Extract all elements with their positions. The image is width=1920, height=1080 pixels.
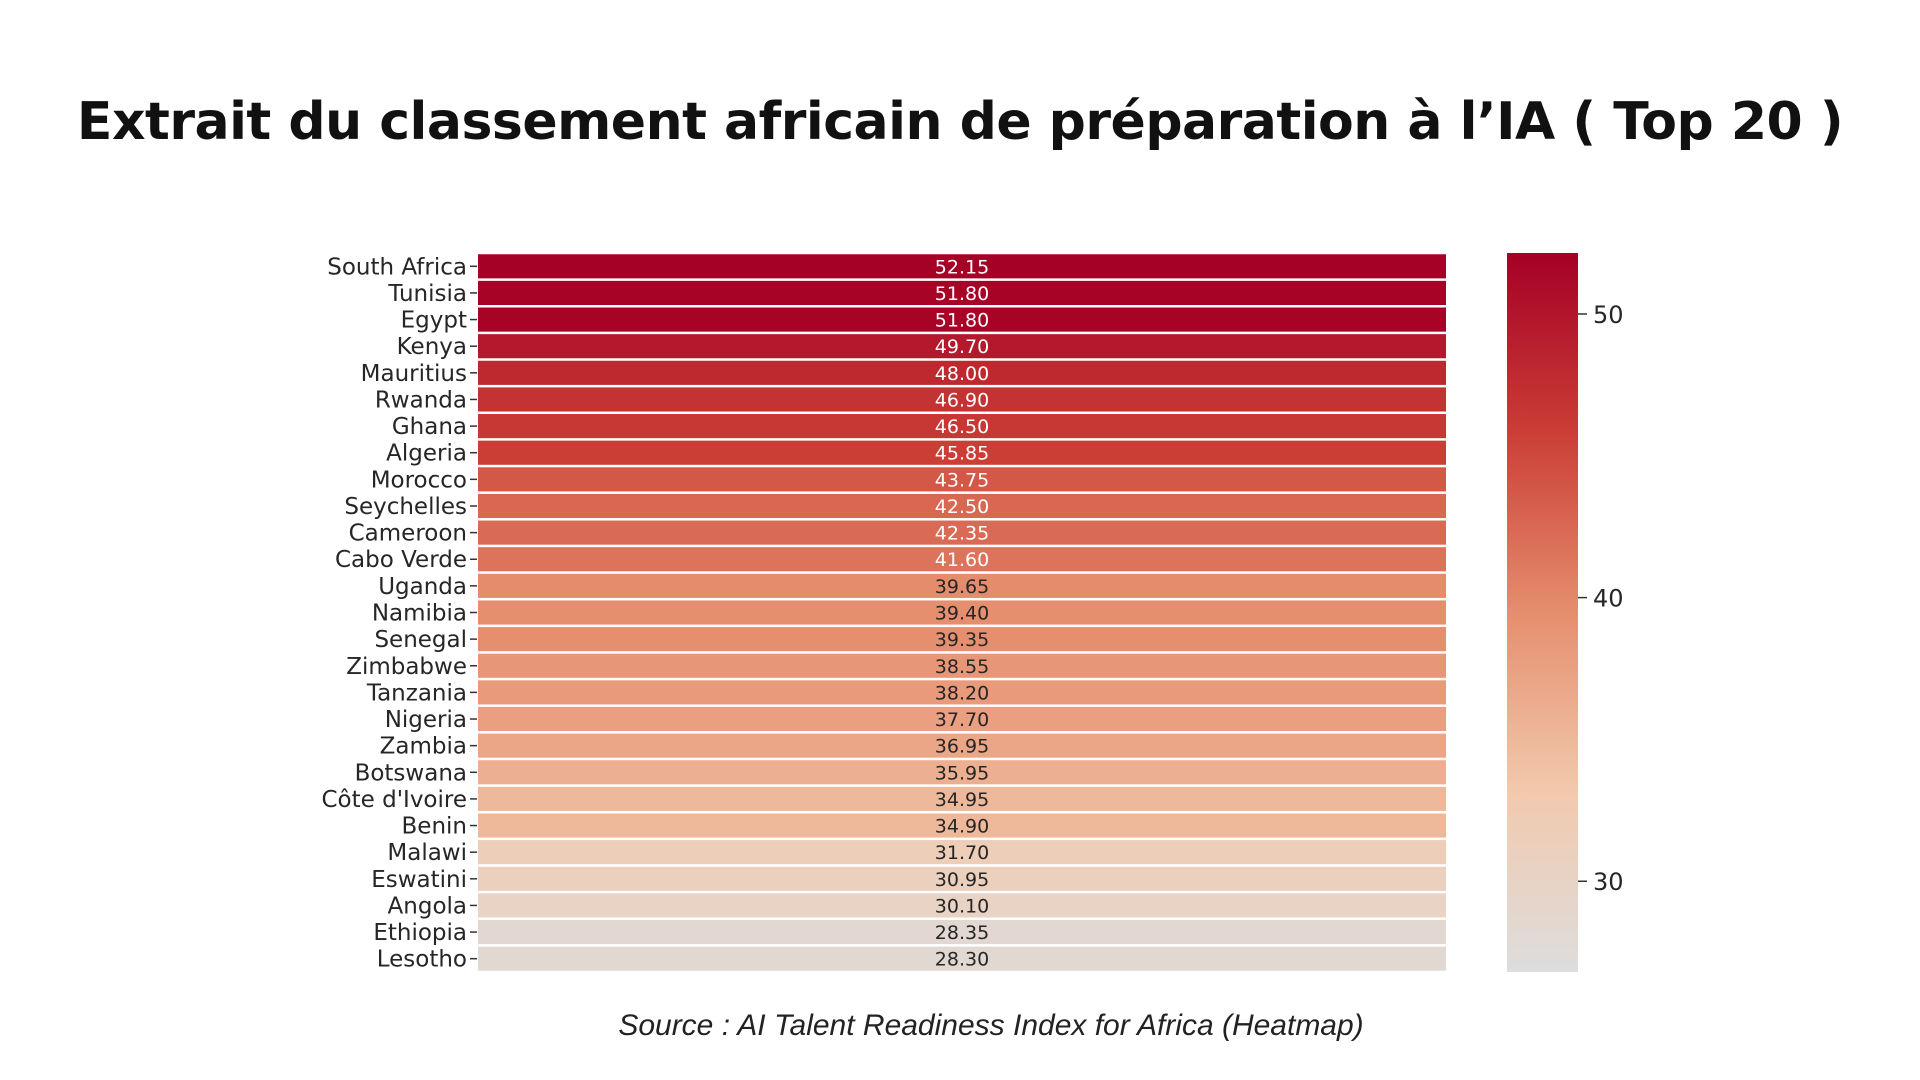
- heatmap-cell: [478, 467, 1446, 492]
- cell-value-label: 46.50: [935, 416, 989, 438]
- cell-value-label: 39.40: [935, 603, 989, 625]
- country-tick-label: Senegal: [374, 627, 467, 653]
- cell-value-label: 39.35: [935, 629, 989, 651]
- colorbar-tick-label: 30: [1593, 868, 1624, 896]
- heatmap-cell: [478, 360, 1446, 385]
- country-tick-label: Rwanda: [375, 387, 467, 413]
- heatmap-cell: [478, 414, 1446, 439]
- country-tick-label: Zambia: [380, 734, 467, 760]
- country-tick-label: Eswatini: [371, 867, 467, 893]
- cell-value-label: 42.50: [935, 496, 989, 518]
- cell-value-label: 52.15: [935, 256, 989, 278]
- country-tick-label: Seychelles: [344, 494, 467, 520]
- cell-value-label: 39.65: [935, 576, 989, 598]
- country-tick-label: Tanzania: [366, 680, 467, 706]
- heatmap-cell: [478, 733, 1446, 758]
- country-tick-label: Uganda: [378, 574, 467, 600]
- country-tick-label: Kenya: [397, 334, 467, 360]
- heatmap-cell: [478, 893, 1446, 918]
- colorbar-tick-label: 50: [1593, 301, 1624, 329]
- heatmap-chart: 52.15 South Africa 51.80 Tunisia 51.80 Egypt 4…: [322, 253, 1624, 973]
- heatmap-cell: [478, 387, 1446, 412]
- cell-value-label: 51.80: [935, 283, 989, 305]
- country-tick-label: Ethiopia: [373, 920, 467, 946]
- cell-value-label: 46.90: [935, 389, 989, 411]
- heatmap-cell: [478, 280, 1446, 306]
- country-tick-label: Ghana: [392, 414, 467, 440]
- heatmap-cell: [478, 334, 1446, 359]
- cell-value-label: 43.75: [935, 469, 989, 491]
- heatmap-cell: [478, 840, 1446, 865]
- cell-value-label: 45.85: [935, 443, 989, 465]
- cell-value-label: 35.95: [935, 762, 989, 784]
- country-tick-label: Benin: [402, 814, 467, 840]
- heatmap-cell: [478, 493, 1446, 519]
- cell-value-label: 38.55: [935, 656, 989, 678]
- cell-value-label: 28.35: [935, 922, 989, 944]
- cell-value-label: 51.80: [935, 310, 989, 332]
- cell-value-label: 37.70: [935, 709, 989, 731]
- country-tick-label: Morocco: [371, 467, 467, 493]
- heatmap-cell: [478, 706, 1446, 732]
- country-tick-label: Tunisia: [387, 281, 467, 307]
- country-tick-label: Côte d'Ivoire: [322, 787, 468, 813]
- heatmap-cell: [478, 946, 1446, 971]
- heatmap-cell: [478, 440, 1446, 465]
- heatmap-cell: [478, 866, 1446, 891]
- heatmap-cell: [478, 786, 1446, 811]
- country-tick-label: Malawi: [387, 840, 467, 866]
- country-tick-label: Botswana: [355, 760, 467, 786]
- heatmap-cell: [478, 573, 1446, 598]
- heatmap-cell: [478, 547, 1446, 572]
- colorbar: 30 40 50: [1507, 253, 1624, 972]
- country-tick-label: Lesotho: [377, 947, 467, 973]
- heatmap-cell: [478, 600, 1446, 625]
- country-tick-label: Cameroon: [349, 521, 467, 547]
- cell-value-label: 49.70: [935, 336, 989, 358]
- heatmap-cell: [478, 680, 1446, 705]
- country-tick-label: Nigeria: [385, 707, 467, 733]
- country-tick-label: Egypt: [401, 308, 467, 334]
- heatmap-cell: [478, 307, 1446, 332]
- heatmap-rows: 52.15 South Africa 51.80 Tunisia 51.80 Egypt 4…: [322, 254, 1446, 973]
- slide-title: Extrait du classement africain de prépar…: [76, 92, 1844, 152]
- cell-value-label: 41.60: [935, 549, 989, 571]
- cell-value-label: 30.95: [935, 869, 989, 891]
- heatmap-cell: [478, 813, 1446, 838]
- country-tick-label: Namibia: [372, 601, 467, 627]
- cell-value-label: 48.00: [935, 363, 989, 385]
- cell-value-label: 38.20: [935, 682, 989, 704]
- country-tick-label: Angola: [388, 893, 467, 919]
- source-caption: Source : AI Talent Readiness Index for A…: [618, 1009, 1364, 1042]
- cell-value-label: 30.10: [935, 895, 989, 917]
- heatmap-cell: [478, 653, 1446, 678]
- country-tick-label: Mauritius: [361, 361, 467, 387]
- colorbar-tick-label: 40: [1593, 585, 1624, 613]
- cell-value-label: 34.90: [935, 816, 989, 838]
- cell-value-label: 34.95: [935, 789, 989, 811]
- country-tick-label: Cabo Verde: [335, 547, 467, 573]
- heatmap-cell: [478, 520, 1446, 545]
- country-tick-label: South Africa: [327, 254, 467, 280]
- heatmap-cell: [478, 760, 1446, 785]
- colorbar-gradient: [1507, 253, 1578, 972]
- cell-value-label: 36.95: [935, 736, 989, 758]
- heatmap-cell: [478, 627, 1446, 652]
- cell-value-label: 31.70: [935, 842, 989, 864]
- country-tick-label: Zimbabwe: [346, 654, 467, 680]
- cell-value-label: 28.30: [935, 949, 989, 971]
- heatmap-cell: [478, 919, 1446, 945]
- country-tick-label: Algeria: [386, 441, 467, 467]
- cell-value-label: 42.35: [935, 523, 989, 545]
- heatmap-cell: [478, 254, 1446, 279]
